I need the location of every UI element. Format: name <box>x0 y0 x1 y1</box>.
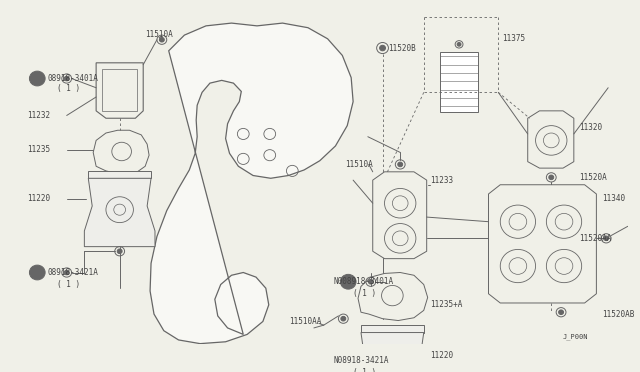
Circle shape <box>29 265 45 280</box>
Circle shape <box>340 274 356 289</box>
Polygon shape <box>150 23 353 344</box>
Circle shape <box>457 42 461 46</box>
Text: 11235: 11235 <box>28 145 51 154</box>
Polygon shape <box>528 111 574 168</box>
Polygon shape <box>361 325 424 333</box>
Text: 11220: 11220 <box>28 194 51 203</box>
Text: 11375: 11375 <box>502 34 525 43</box>
Text: 11320: 11320 <box>579 123 602 132</box>
Text: ( 1 ): ( 1 ) <box>353 368 376 372</box>
Text: ( 1 ): ( 1 ) <box>353 289 376 298</box>
Circle shape <box>604 236 609 241</box>
Text: 11340: 11340 <box>602 194 625 203</box>
Text: N08918-3421A: N08918-3421A <box>333 356 389 365</box>
Text: 11520A: 11520A <box>579 173 607 182</box>
Text: 11232: 11232 <box>28 111 51 120</box>
Polygon shape <box>372 172 427 259</box>
Circle shape <box>64 270 69 275</box>
Circle shape <box>341 316 346 321</box>
Text: 11510AA: 11510AA <box>289 317 322 326</box>
Text: 11233: 11233 <box>429 176 452 185</box>
Text: 11520AB: 11520AB <box>602 310 635 318</box>
Polygon shape <box>88 171 151 178</box>
Circle shape <box>64 76 69 81</box>
Circle shape <box>380 45 385 51</box>
Polygon shape <box>93 130 149 174</box>
Circle shape <box>117 249 122 254</box>
Circle shape <box>397 162 403 167</box>
Polygon shape <box>84 178 155 247</box>
Polygon shape <box>488 185 596 303</box>
Text: 11510A: 11510A <box>345 160 373 169</box>
Text: 08918-3401A: 08918-3401A <box>47 74 98 83</box>
Circle shape <box>369 279 373 284</box>
Polygon shape <box>357 333 428 372</box>
Text: 08918-3421A: 08918-3421A <box>47 268 98 277</box>
Text: 11520AA: 11520AA <box>579 234 611 243</box>
Circle shape <box>29 71 45 86</box>
Text: ( 1 ): ( 1 ) <box>57 280 80 289</box>
Text: 11220: 11220 <box>429 351 452 360</box>
Text: N008918-3401A: N008918-3401A <box>333 277 394 286</box>
Text: ( 1 ): ( 1 ) <box>57 84 80 93</box>
Text: 11520B: 11520B <box>388 44 416 52</box>
Polygon shape <box>440 52 477 112</box>
Text: N: N <box>35 76 40 81</box>
Text: N: N <box>35 270 40 275</box>
Circle shape <box>559 310 564 315</box>
Circle shape <box>159 38 164 42</box>
Text: 11510A: 11510A <box>145 30 173 39</box>
Polygon shape <box>358 273 428 321</box>
Text: 11235+A: 11235+A <box>429 300 462 310</box>
Polygon shape <box>96 63 143 118</box>
Text: J_P00N: J_P00N <box>563 334 589 340</box>
Circle shape <box>549 175 554 180</box>
Text: N: N <box>346 279 351 284</box>
